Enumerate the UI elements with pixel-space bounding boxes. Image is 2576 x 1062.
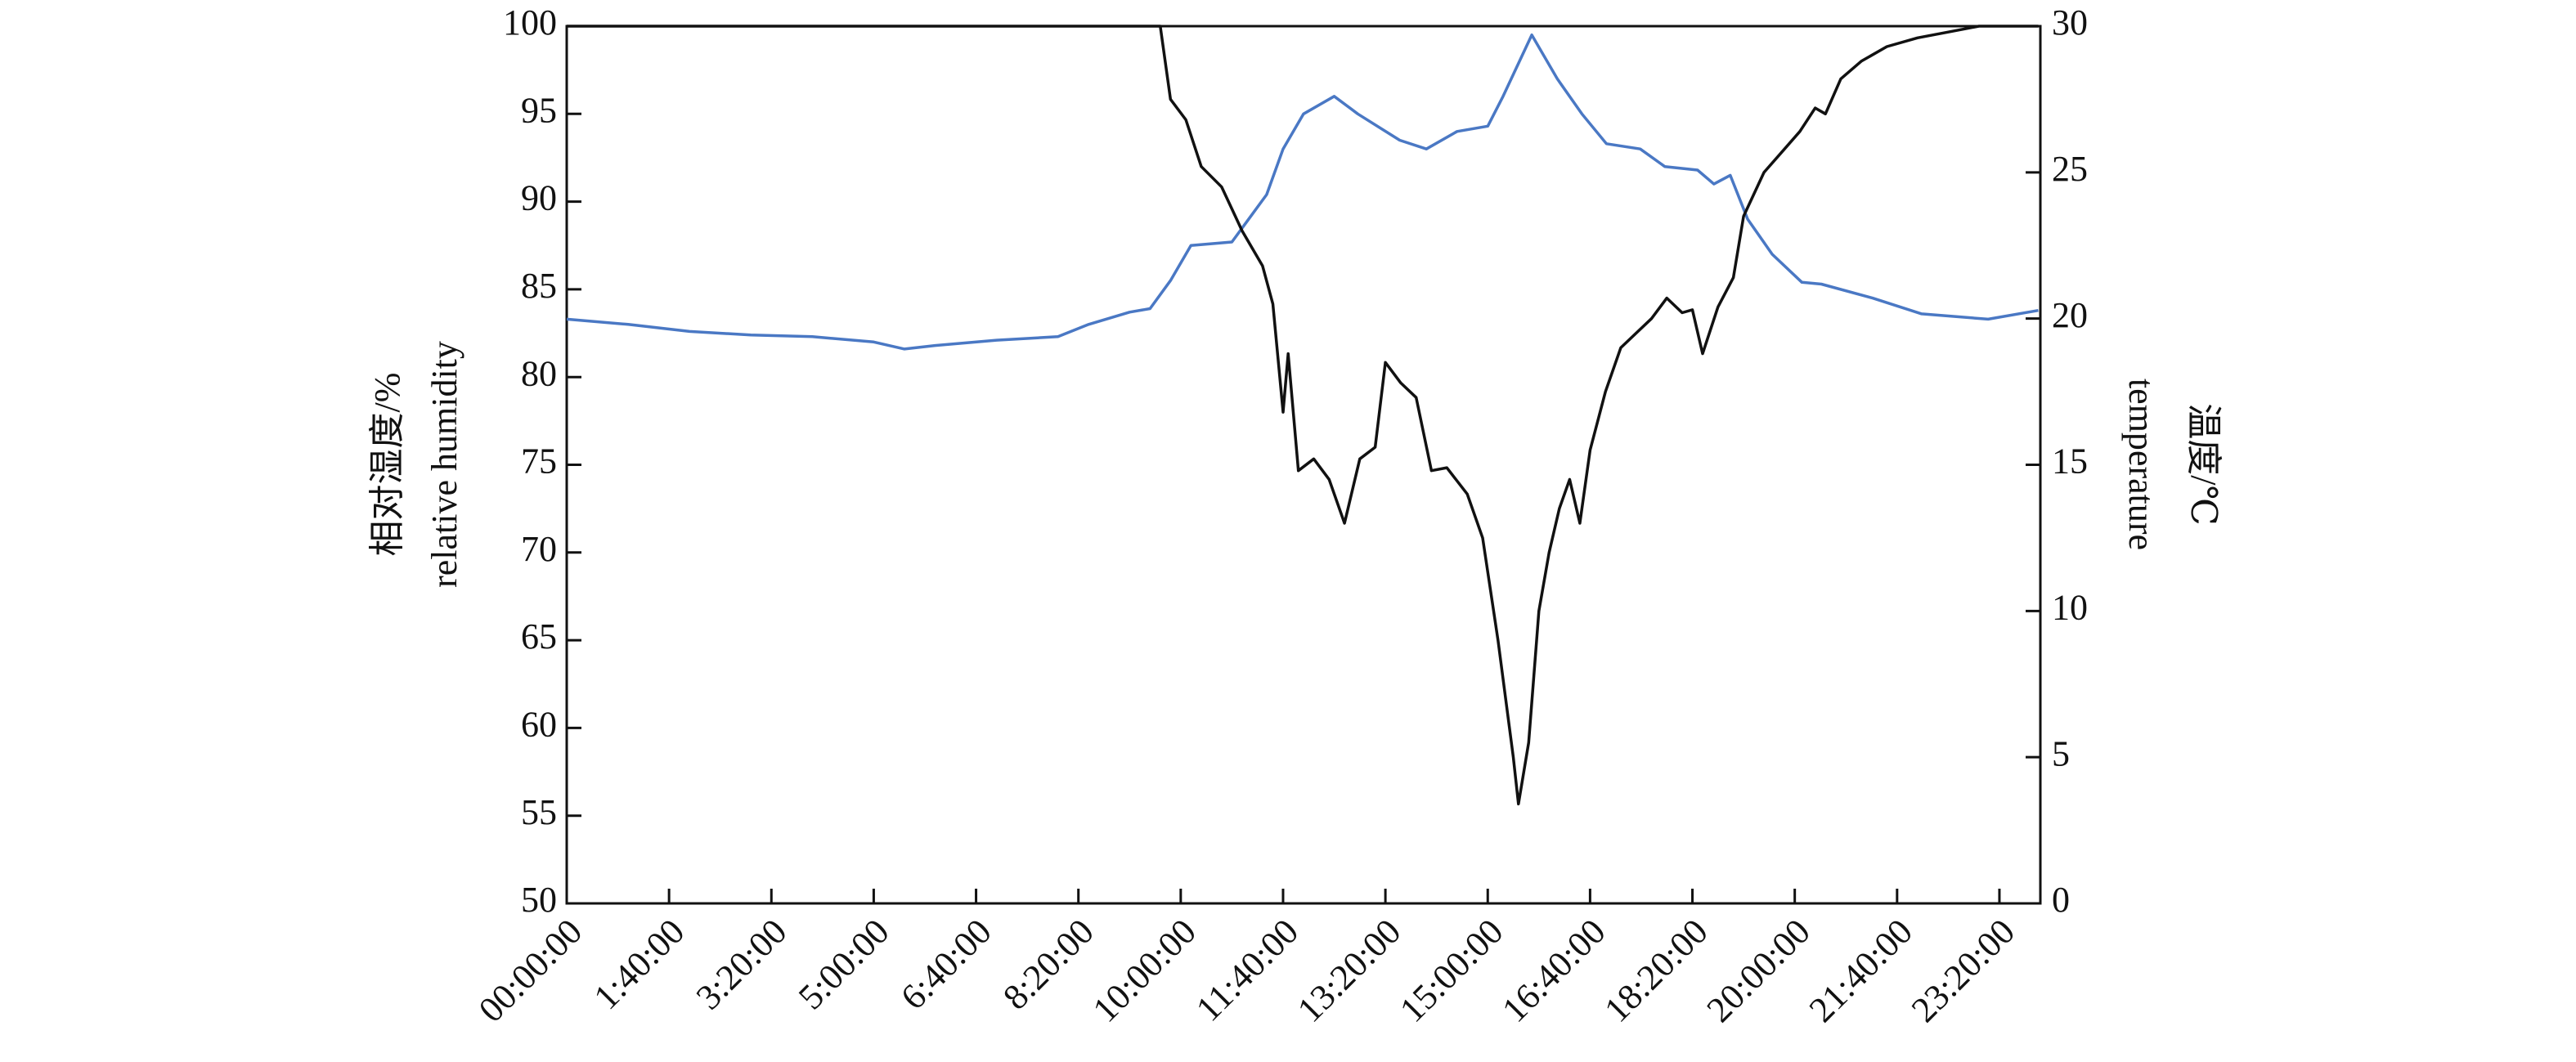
y2-tick-label: 10 [2052,587,2088,627]
y-tick-label: 50 [521,880,557,920]
x-tick-label: 21:40:00 [1802,912,1920,1030]
y2-axis-label: temperature [2121,379,2161,550]
x-tick-label: 10:00:00 [1085,912,1204,1030]
x-tick-label: 00:00:00 [471,912,590,1030]
y-tick-label: 80 [521,353,557,393]
y2-tick-label: 0 [2052,880,2070,920]
y2-tick-label: 15 [2052,441,2088,482]
x-tick-label: 16:40:00 [1494,912,1613,1030]
plot-frame [565,25,2042,905]
x-tick-label: 15:00:00 [1392,912,1510,1030]
y-tick-label: 70 [521,529,557,569]
y-tick-label: 55 [521,792,557,832]
y2-tick-label: 25 [2052,149,2088,189]
y-tick-label: 60 [521,704,557,744]
y-axis-label: 相对湿度/% [367,373,407,557]
x-tick-label: 13:20:00 [1290,912,1408,1030]
y2-tick-label: 5 [2052,733,2070,773]
y-axis-label: relative humidity [424,341,464,588]
x-tick-label: 3:20:00 [689,912,795,1018]
y-tick-label: 65 [521,616,557,656]
y2-axis-label: 温度/℃ [2183,403,2224,525]
x-tick-label: 6:40:00 [893,912,999,1018]
x-tick-label: 1:40:00 [586,912,693,1018]
x-tick-label: 5:00:00 [791,912,897,1018]
y-tick-label: 90 [521,178,557,218]
x-tick-label: 18:20:00 [1596,912,1715,1030]
y2-tick-label: 20 [2052,295,2088,335]
y2-tick-label: 30 [2052,2,2088,43]
x-tick-label: 20:00:00 [1699,912,1818,1030]
data-line [567,25,2039,806]
y-tick-label: 85 [521,266,557,306]
data-line [566,33,2039,351]
y-tick-label: 100 [503,2,557,43]
x-tick-label: 11:40:00 [1188,912,1306,1029]
y-tick-label: 75 [521,441,557,482]
x-tick-label: 23:20:00 [1904,912,2022,1030]
y-tick-label: 95 [521,90,557,130]
